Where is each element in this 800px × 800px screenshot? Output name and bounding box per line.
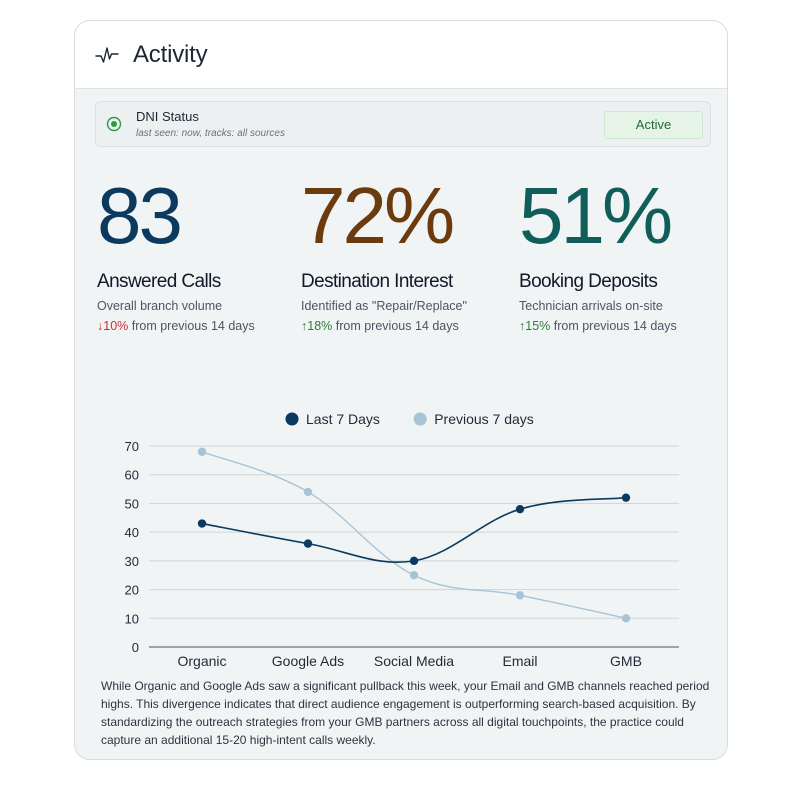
metric-value: 51% [519, 171, 673, 260]
data-point [303, 487, 313, 497]
legend-label: Previous 7 days [434, 411, 534, 427]
legend-swatch [285, 412, 299, 426]
metric-value: 83 [97, 171, 183, 260]
delta-arrow-up-icon: ↑ [301, 319, 308, 333]
y-tick-label: 70 [125, 439, 139, 454]
delta-arrow-down-icon: ↓ [97, 319, 104, 333]
delta-text: from previous 14 days [332, 319, 459, 333]
series-line-last-7-days [201, 496, 627, 563]
dni-subtitle: last seen: now, tracks: all sources [136, 128, 285, 139]
activity-card: Activity DNI Status last seen: now, trac… [74, 20, 728, 760]
legend-swatch [413, 412, 427, 426]
metric-label: Destination Interest [301, 271, 453, 292]
data-point [409, 571, 419, 580]
status-indicator-icon [106, 116, 122, 132]
metric-delta: ↑15% from previous 14 days [519, 319, 677, 333]
x-tick-label: Organic [177, 653, 226, 669]
legend-label: Last 7 Days [306, 411, 380, 427]
y-tick-label: 50 [125, 496, 139, 511]
data-point [621, 614, 631, 623]
y-tick-label: 30 [125, 554, 139, 569]
data-point [197, 447, 207, 456]
status-badge[interactable]: Active [604, 111, 703, 139]
metric-value: 72% [301, 171, 455, 260]
delta-text: from previous 14 days [128, 319, 255, 333]
y-tick-label: 10 [125, 611, 139, 626]
metric-description: Overall branch volume [97, 299, 223, 313]
dni-status-panel: DNI Status last seen: now, tracks: all s… [95, 101, 711, 147]
y-tick-label: 60 [125, 468, 139, 483]
data-point [621, 493, 631, 502]
metric-label: Booking Deposits [519, 271, 658, 292]
x-tick-label: Google Ads [272, 653, 344, 669]
metric-description: Identified as "Repair/Replace" [301, 299, 467, 313]
data-point [515, 591, 525, 600]
delta-arrow-up-icon: ↑ [519, 319, 526, 333]
y-tick-label: 40 [125, 525, 139, 540]
channel-line-chart: Last 7 Days Previous 7 days 0 10 20 30 40 50 60 7… [75, 371, 727, 681]
metric-destination-interest: 72% Destination Interest Identified as "… [301, 171, 467, 333]
x-tick-label: Social Media [374, 653, 454, 669]
data-point [197, 519, 207, 528]
delta-text: from previous 14 days [550, 319, 677, 333]
card-header: Activity [75, 21, 727, 89]
metric-label: Answered Calls [97, 271, 221, 292]
metric-answered-calls: 83 Answered Calls Overall branch volume … [97, 171, 255, 333]
y-tick-label: 20 [125, 583, 139, 598]
x-tick-label: Email [502, 653, 537, 669]
delta-value: 10% [103, 319, 129, 333]
metric-delta: ↑18% from previous 14 days [301, 319, 467, 333]
delta-value: 18% [307, 319, 333, 333]
pulse-icon [95, 43, 119, 67]
data-point [303, 539, 313, 548]
x-tick-label: GMB [610, 653, 642, 669]
dni-name: DNI Status [136, 109, 199, 124]
data-point [409, 556, 419, 566]
summary-text: While Organic and Google Ads saw a signi… [101, 679, 710, 747]
data-point [515, 504, 525, 514]
metric-booking-deposits: 51% Booking Deposits Technician arrivals… [519, 171, 677, 333]
metric-delta: ↓10% from previous 14 days [97, 319, 255, 333]
card-title: Activity [133, 40, 208, 68]
y-tick-label: 0 [132, 640, 139, 655]
chart-svg: Last 7 Days Previous 7 days 0 10 20 30 40 50 60 7… [125, 411, 679, 669]
delta-value: 15% [525, 319, 551, 333]
metric-description: Technician arrivals on-site [519, 299, 663, 313]
